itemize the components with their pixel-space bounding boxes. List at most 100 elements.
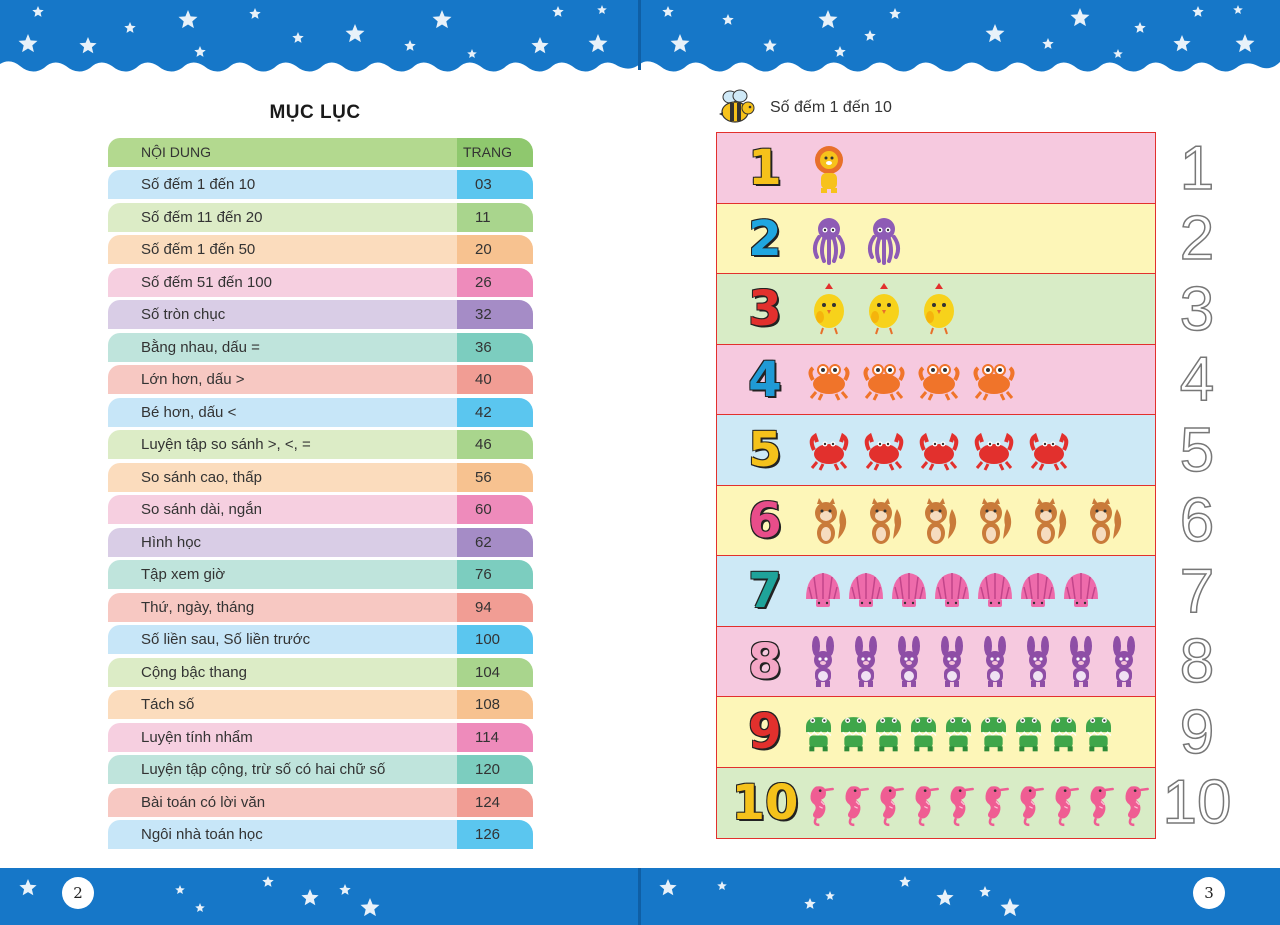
toc-body: Số đếm 1 đến 10 03 Số đếm 11 đến 20 11 Số đế… bbox=[108, 170, 533, 850]
tracing-digit: 4 bbox=[1179, 344, 1215, 415]
crab-red-icon bbox=[966, 423, 1021, 479]
toc-item-page: 42 bbox=[457, 397, 533, 427]
crab-orange-icon bbox=[911, 353, 966, 409]
toc-item-page: 46 bbox=[457, 430, 533, 460]
rabbit-icon bbox=[801, 635, 844, 691]
crab-red-icon bbox=[911, 423, 966, 479]
seahorse-icon bbox=[1011, 776, 1046, 832]
squirrel-icon bbox=[1076, 494, 1131, 550]
toc-item-label: So sánh dài, ngắn bbox=[108, 495, 457, 525]
rabbit-icon bbox=[844, 635, 887, 691]
counting-row: 10 bbox=[716, 766, 1156, 839]
toc-row: Số đếm 11 đến 20 11 bbox=[108, 202, 533, 232]
crocodile-icon bbox=[836, 705, 871, 761]
rabbit-icon bbox=[1059, 635, 1102, 691]
tracing-digit: 3 bbox=[1179, 274, 1215, 345]
toc-item-label: Luyện tập cộng, trừ số có hai chữ số bbox=[108, 755, 457, 785]
toc-row: Luyện tính nhẩm 114 bbox=[108, 722, 533, 752]
octopus-icon bbox=[856, 212, 911, 268]
shell-icon bbox=[887, 564, 930, 620]
toc-header-page: TRANG bbox=[457, 138, 533, 167]
toc-item-label: Ngôi nhà toán học bbox=[108, 820, 457, 850]
toc-item-label: Số đếm 1 đến 10 bbox=[108, 170, 457, 200]
toc-item-label: Luyện tập so sánh >, <, = bbox=[108, 430, 457, 460]
tracing-digit: 5 bbox=[1179, 415, 1215, 486]
toc-item-page: 76 bbox=[457, 560, 533, 590]
counting-number: 4 bbox=[748, 351, 782, 408]
counting-number: 5 bbox=[748, 422, 782, 478]
rabbit-icon bbox=[1102, 635, 1145, 691]
toc-row: Thứ, ngày, tháng 94 bbox=[108, 592, 533, 622]
counting-number: 9 bbox=[748, 704, 782, 760]
toc-row: Số đếm 1 đến 10 03 bbox=[108, 170, 533, 200]
tracing-digit: 7 bbox=[1179, 556, 1215, 627]
toc-row: Tách số 108 bbox=[108, 690, 533, 720]
toc-item-page: 104 bbox=[457, 657, 533, 687]
toc-item-label: Thứ, ngày, tháng bbox=[108, 592, 457, 622]
chick-icon bbox=[911, 282, 966, 338]
toc-item-label: Tập xem giờ bbox=[108, 560, 457, 590]
tracing-digit: 6 bbox=[1179, 485, 1215, 556]
toc-item-page: 03 bbox=[457, 170, 533, 200]
counting-number: 7 bbox=[748, 563, 782, 619]
page-number-right: 3 bbox=[1193, 877, 1225, 909]
toc-item-label: Lớn hơn, dấu > bbox=[108, 365, 457, 395]
crab-red-icon bbox=[1021, 423, 1076, 479]
toc-item-label: Luyện tính nhẩm bbox=[108, 722, 457, 752]
rabbit-icon bbox=[887, 635, 930, 691]
counting-row: 1 bbox=[716, 132, 1156, 204]
tracing-digit: 9 bbox=[1179, 697, 1215, 768]
animal-group bbox=[801, 280, 966, 340]
toc-item-page: 56 bbox=[457, 462, 533, 492]
animal-group bbox=[801, 774, 1151, 834]
animal-group bbox=[801, 210, 911, 270]
crocodile-icon bbox=[801, 705, 836, 761]
animal-group bbox=[801, 562, 1102, 622]
toc-row: Bằng nhau, dấu = 36 bbox=[108, 332, 533, 362]
toc-item-page: 62 bbox=[457, 527, 533, 557]
toc-table: NỘI DUNG TRANG Số đếm 1 đến 10 03 Số đếm 1… bbox=[108, 138, 533, 853]
toc-item-page: 26 bbox=[457, 267, 533, 297]
seahorse-icon bbox=[1116, 776, 1151, 832]
tracing-digit: 1 bbox=[1179, 133, 1215, 204]
seahorse-icon bbox=[1081, 776, 1116, 832]
toc-row: Hình học 62 bbox=[108, 527, 533, 557]
animal-group bbox=[801, 633, 1145, 693]
animal-group bbox=[801, 351, 1021, 411]
toc-row: Ngôi nhà toán học 126 bbox=[108, 820, 533, 850]
rabbit-icon bbox=[1016, 635, 1059, 691]
counting-row: 6 bbox=[716, 484, 1156, 557]
chick-icon bbox=[856, 282, 911, 338]
toc-header-row: NỘI DUNG TRANG bbox=[108, 138, 533, 167]
toc-item-label: Số đếm 51 đến 100 bbox=[108, 267, 457, 297]
bee-icon bbox=[716, 88, 756, 126]
crocodile-icon bbox=[1081, 705, 1116, 761]
toc-row: Luyện tập cộng, trừ số có hai chữ số 120 bbox=[108, 755, 533, 785]
counting-number: 10 bbox=[731, 774, 799, 831]
octopus-icon bbox=[801, 212, 856, 268]
toc-item-label: Bằng nhau, dấu = bbox=[108, 332, 457, 362]
seahorse-icon bbox=[1046, 776, 1081, 832]
shell-icon bbox=[1059, 564, 1102, 620]
toc-row: So sánh dài, ngắn 60 bbox=[108, 495, 533, 525]
counting-row: 9 bbox=[716, 696, 1156, 768]
toc-header-content: NỘI DUNG bbox=[108, 138, 457, 167]
crab-orange-icon bbox=[966, 353, 1021, 409]
counting-row: 2 bbox=[716, 202, 1156, 275]
toc-item-label: Hình học bbox=[108, 527, 457, 557]
crocodile-icon bbox=[941, 705, 976, 761]
toc-row: Lớn hơn, dấu >40 bbox=[108, 365, 533, 395]
squirrel-icon bbox=[1021, 494, 1076, 550]
toc-item-label: Tách số bbox=[108, 690, 457, 720]
toc-item-label: So sánh cao, thấp bbox=[108, 462, 457, 492]
counting-number: 2 bbox=[748, 210, 782, 267]
toc-item-label: Bé hơn, dấu < bbox=[108, 397, 457, 427]
toc-row: Bài toán có lời văn 124 bbox=[108, 787, 533, 817]
toc-item-page: 114 bbox=[457, 722, 533, 752]
animal-group bbox=[801, 703, 1116, 763]
toc-title: MỤC LỤC bbox=[269, 102, 361, 123]
toc-item-page: 36 bbox=[457, 332, 533, 362]
shell-icon bbox=[973, 564, 1016, 620]
seahorse-icon bbox=[836, 776, 871, 832]
